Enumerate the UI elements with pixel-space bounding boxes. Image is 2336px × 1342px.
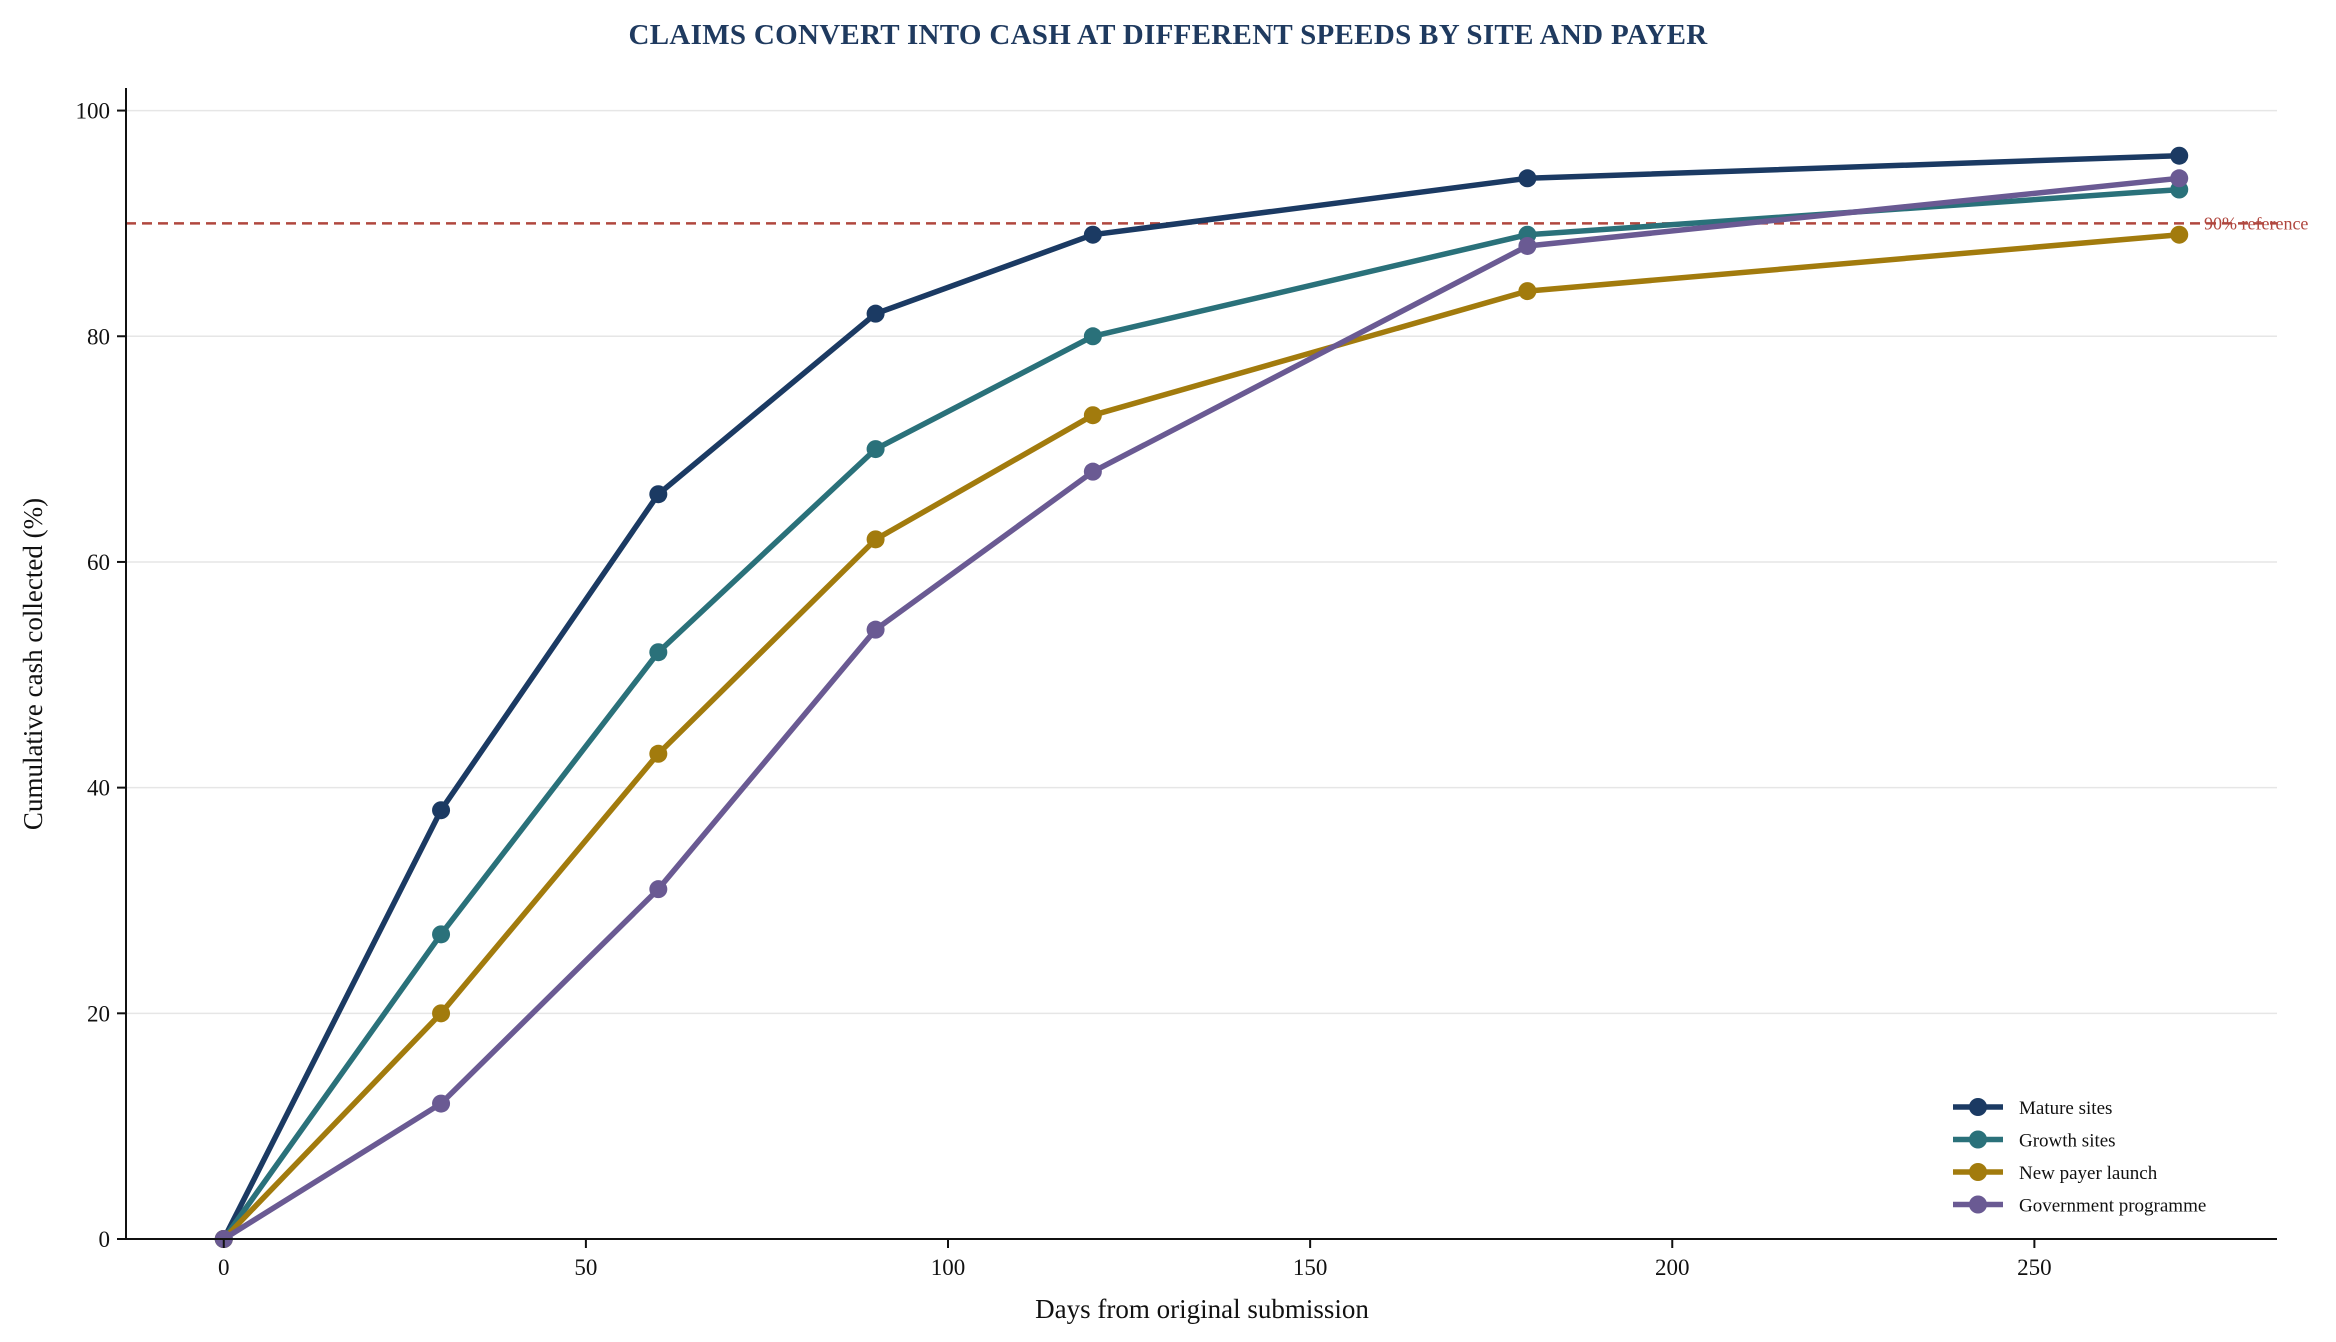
data-point [866,530,885,549]
series-layer [214,146,2189,1248]
data-point [1083,462,1102,481]
y-tick-label: 40 [87,776,110,801]
data-point [1083,406,1102,425]
data-point [866,440,885,459]
series-line [221,175,2182,1242]
y-tick-label: 0 [99,1227,111,1252]
y-tick-label: 100 [76,99,111,124]
x-tick-label: 150 [1293,1255,1328,1280]
data-point [2170,225,2189,244]
legend-item: New payer launch [1953,1163,2158,1184]
legend-swatch-marker [1969,1098,1987,1116]
data-point [1518,169,1537,188]
x-tick-label: 50 [574,1255,597,1280]
data-point [432,1004,451,1023]
legend-swatch-marker [1969,1130,1987,1149]
x-tick-label: 100 [931,1255,966,1280]
x-axis-label: Days from original submission [1035,1294,1369,1324]
x-tick-label: 0 [218,1255,230,1280]
series-line [221,152,2182,1242]
reference-line-group: 90% reference [126,213,2308,233]
series-group [214,225,2189,1248]
series-group [214,180,2189,1248]
data-point [649,485,668,504]
data-point [649,744,668,763]
data-point [1083,225,1102,244]
legend-item: Mature sites [1953,1098,2112,1119]
gridlines [126,109,2277,1015]
y-axis-label: Cumulative cash collected (%) [18,498,48,830]
legend-label: New payer launch [2019,1163,2158,1184]
data-point [866,304,885,323]
data-point [2170,169,2189,188]
series-line [221,231,2182,1242]
data-point [2170,146,2189,165]
axes: 0 50 100 150 200 250 0 20 40 60 80 100 [76,88,2277,1280]
legend-swatch-marker [1969,1163,1987,1181]
x-tick-label: 200 [1655,1255,1690,1280]
data-point [1083,327,1102,346]
series-group [214,169,2189,1248]
y-tick-label: 80 [87,324,110,349]
legend-item: Growth sites [1953,1130,2116,1152]
data-point [1518,282,1537,301]
series-line [221,186,2182,1242]
x-tick-label: 250 [2017,1255,2052,1280]
legend-label: Government programme [2019,1196,2206,1217]
y-tick-label: 20 [87,1001,110,1026]
data-point [649,880,668,899]
legend: Mature sites Growth sites New payer launch… [1953,1098,2206,1217]
y-tick-label: 60 [87,550,110,575]
reference-line-label: 90% reference [2204,213,2308,233]
data-point [866,620,885,639]
chart-title: CLAIMS CONVERT INTO CASH AT DIFFERENT SP… [628,19,1708,51]
legend-swatch-marker [1969,1195,1987,1214]
data-point [432,1094,451,1113]
data-point [432,801,451,820]
data-point [432,925,451,944]
legend-label: Growth sites [2019,1131,2116,1152]
data-point [649,643,668,662]
data-point [1518,236,1537,255]
legend-item: Government programme [1953,1195,2206,1217]
legend-label: Mature sites [2019,1098,2112,1119]
